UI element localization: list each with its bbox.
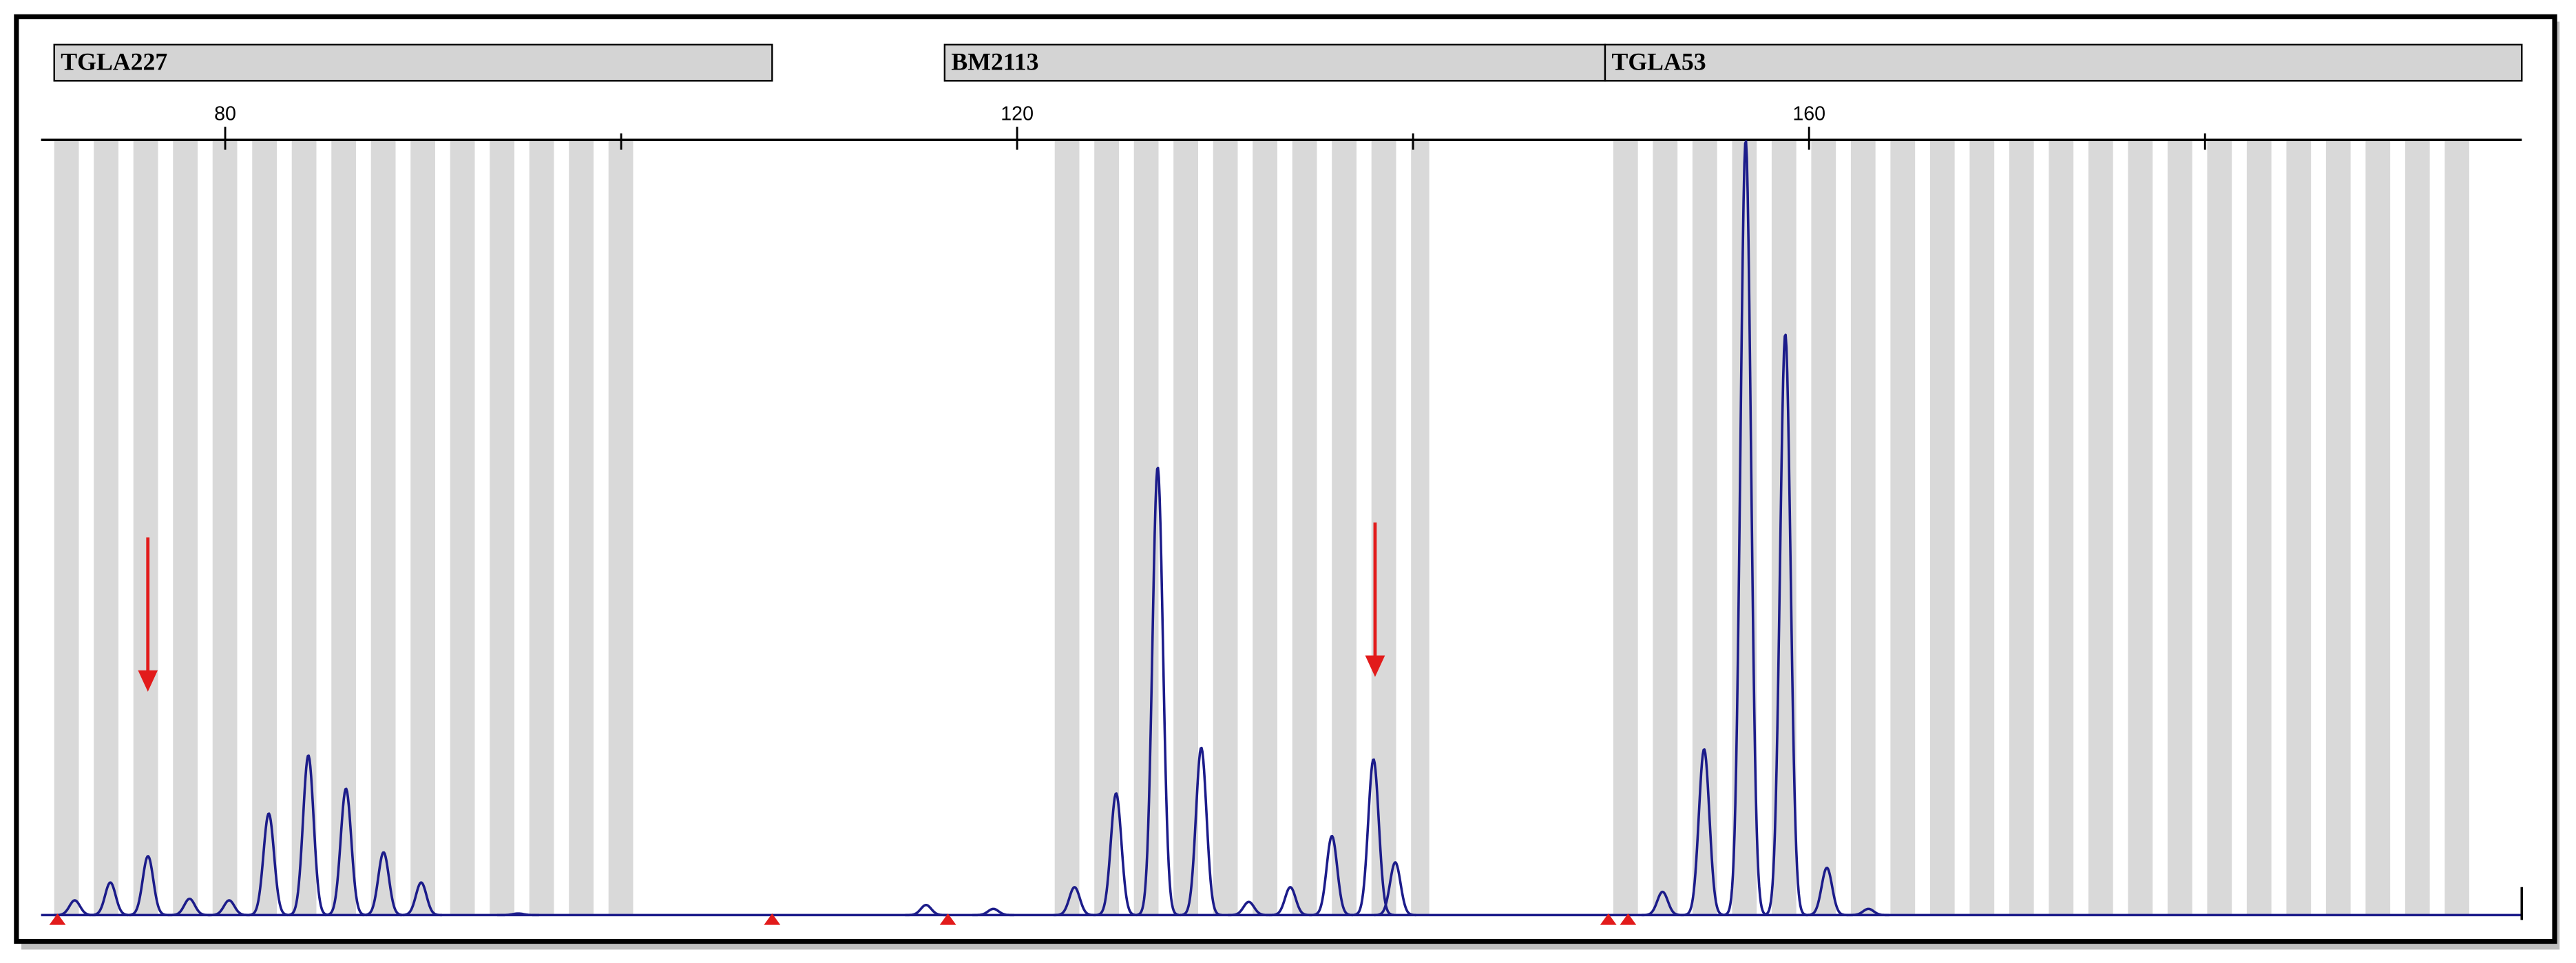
- peak: [1763, 333, 1807, 916]
- bin-stripe: [1890, 140, 1916, 916]
- bin-stripe: [1692, 140, 1717, 916]
- bin-stripe: [370, 140, 396, 916]
- peak: [1847, 907, 1890, 917]
- bin-stripe: [1332, 140, 1357, 916]
- peak: [1136, 466, 1180, 916]
- peak: [1352, 758, 1395, 917]
- bin-stripe: [2207, 140, 2232, 916]
- bin-stripe: [331, 140, 357, 916]
- peak: [89, 881, 132, 917]
- peak: [1094, 792, 1138, 917]
- bin-stripe: [1411, 140, 1430, 916]
- bin-stripe: [2365, 140, 2391, 916]
- x-tick-label: 160: [1792, 103, 1825, 125]
- peak: [286, 754, 330, 917]
- annotation-arrow: [138, 537, 158, 692]
- peak: [1268, 886, 1312, 917]
- marker-label: TGLA53: [1612, 48, 1706, 76]
- peak: [1641, 890, 1684, 917]
- bin-stripe: [608, 140, 633, 916]
- ticks: 80 120 160: [214, 103, 2206, 150]
- allele-bins: [54, 140, 2469, 916]
- bin-stripe: [1094, 140, 1119, 916]
- bin-stripe: [529, 140, 554, 916]
- peak: [247, 812, 291, 917]
- peak: [207, 899, 251, 917]
- arrow-head: [1365, 655, 1385, 677]
- peak: [1682, 748, 1726, 917]
- marker-bar: [1604, 43, 2523, 82]
- bin-stripe: [2128, 140, 2153, 916]
- marker-triangle: [1600, 913, 1617, 925]
- bin-stripe: [133, 140, 158, 916]
- bin-stripe: [1292, 140, 1317, 916]
- peak: [972, 907, 1015, 917]
- peak: [362, 851, 405, 917]
- bin-stripe: [490, 140, 515, 916]
- trace: [53, 140, 1890, 917]
- peak: [1227, 900, 1270, 917]
- peak: [399, 881, 443, 917]
- bin-stripe: [1929, 140, 1955, 916]
- bin-stripe: [1253, 140, 1277, 916]
- marker-triangle: [939, 913, 956, 925]
- peak: [126, 855, 169, 917]
- size-standard-markers: [49, 913, 1637, 925]
- marker-bar: [53, 43, 773, 82]
- peak: [1053, 886, 1096, 917]
- marker-triangle: [49, 913, 66, 925]
- bin-stripe: [450, 140, 475, 916]
- peak: [53, 899, 96, 917]
- peak: [904, 903, 947, 917]
- bin-stripe: [54, 140, 79, 916]
- bin-stripe: [2246, 140, 2272, 916]
- peak: [1374, 861, 1417, 917]
- bin-stripe: [2286, 140, 2312, 916]
- bin-stripe: [2325, 140, 2351, 916]
- marker-label: TGLA227: [61, 48, 167, 76]
- bin-stripe: [1811, 140, 1836, 916]
- x-tick-label: 120: [1001, 103, 1034, 125]
- bin-stripe: [1613, 140, 1638, 916]
- bin-stripe: [212, 140, 238, 916]
- bin-stripe: [1173, 140, 1198, 916]
- bin-stripe: [173, 140, 198, 916]
- marker-triangle: [764, 913, 781, 925]
- bin-stripe: [569, 140, 594, 916]
- x-tick-label: 80: [214, 103, 236, 125]
- marker-bar: [943, 43, 1606, 82]
- bin-stripe: [2167, 140, 2192, 916]
- bin-stripe: [2405, 140, 2430, 916]
- bin-stripe: [252, 140, 278, 916]
- marker-triangle: [1620, 913, 1637, 925]
- peak: [1310, 834, 1354, 917]
- bin-stripe: [2088, 140, 2113, 916]
- peak: [1805, 867, 1848, 917]
- bin-stripe: [2049, 140, 2074, 916]
- bin-stripe: [1213, 140, 1238, 916]
- bin-stripe: [1850, 140, 1876, 916]
- bin-stripe: [2444, 140, 2469, 916]
- peak: [1724, 140, 1768, 916]
- bin-stripe: [1969, 140, 1995, 916]
- peak: [324, 787, 368, 917]
- peak: [496, 912, 540, 917]
- bin-stripe: [410, 140, 436, 916]
- marker-label: BM2113: [951, 48, 1038, 76]
- annotation-arrow: [1365, 522, 1385, 677]
- bin-stripe: [2009, 140, 2034, 916]
- peak: [168, 897, 211, 917]
- arrow-head: [138, 670, 158, 692]
- peak: [1180, 746, 1223, 917]
- bin-stripe: [1653, 140, 1678, 916]
- bin-stripe: [1054, 140, 1080, 916]
- bin-stripe: [94, 140, 119, 916]
